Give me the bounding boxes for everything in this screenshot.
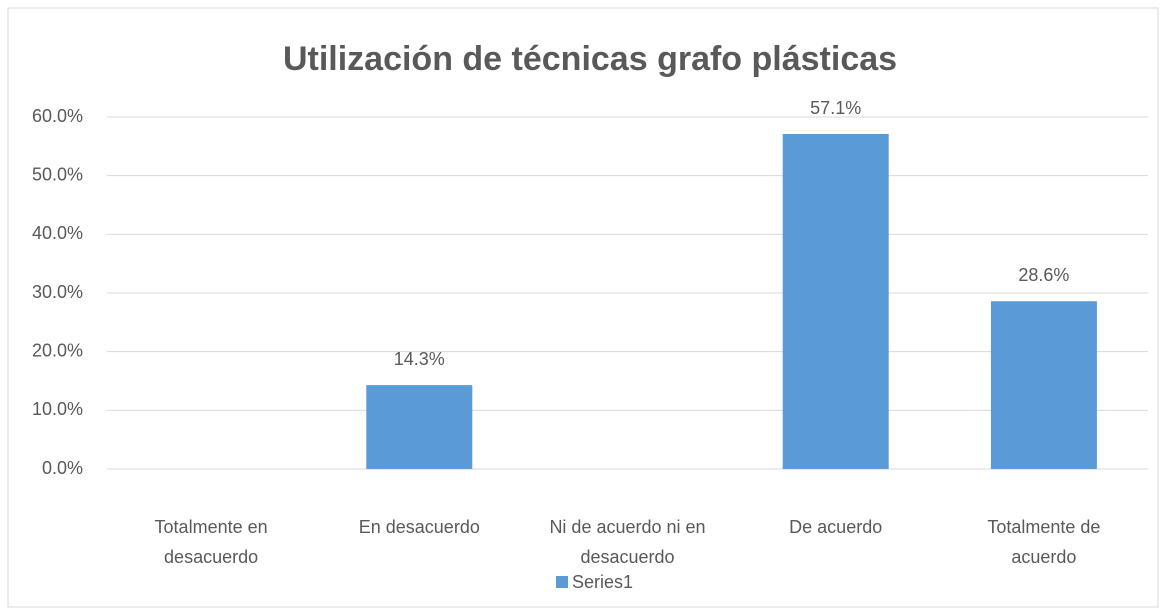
x-tick-label: Ni de acuerdo ni en desacuerdo bbox=[549, 517, 706, 567]
chart-title: Utilización de técnicas grafo plásticas bbox=[283, 40, 897, 78]
y-tick-label: 20.0% bbox=[32, 340, 83, 360]
x-tick-label: Totalmente de acuerdo bbox=[987, 517, 1101, 567]
chart-frame bbox=[7, 7, 1159, 608]
legend-label: Series1 bbox=[572, 572, 633, 592]
bar bbox=[366, 385, 473, 469]
legend-swatch bbox=[556, 576, 568, 588]
data-label: 28.6% bbox=[1018, 265, 1069, 285]
x-tick-label: De acuerdo bbox=[789, 517, 883, 537]
bar bbox=[782, 134, 889, 469]
data-label: 14.3% bbox=[394, 349, 445, 369]
y-tick-label: 60.0% bbox=[32, 106, 83, 126]
y-tick-label: 40.0% bbox=[32, 223, 83, 243]
x-tick-label: En desacuerdo bbox=[358, 517, 480, 537]
data-label: 57.1% bbox=[810, 98, 861, 118]
bar bbox=[990, 301, 1097, 469]
y-tick-label: 30.0% bbox=[32, 282, 83, 302]
y-tick-label: 0.0% bbox=[42, 458, 83, 478]
y-tick-label: 10.0% bbox=[32, 399, 83, 419]
y-tick-label: 50.0% bbox=[32, 164, 83, 184]
x-tick-label: Totalmente en desacuerdo bbox=[154, 517, 268, 567]
